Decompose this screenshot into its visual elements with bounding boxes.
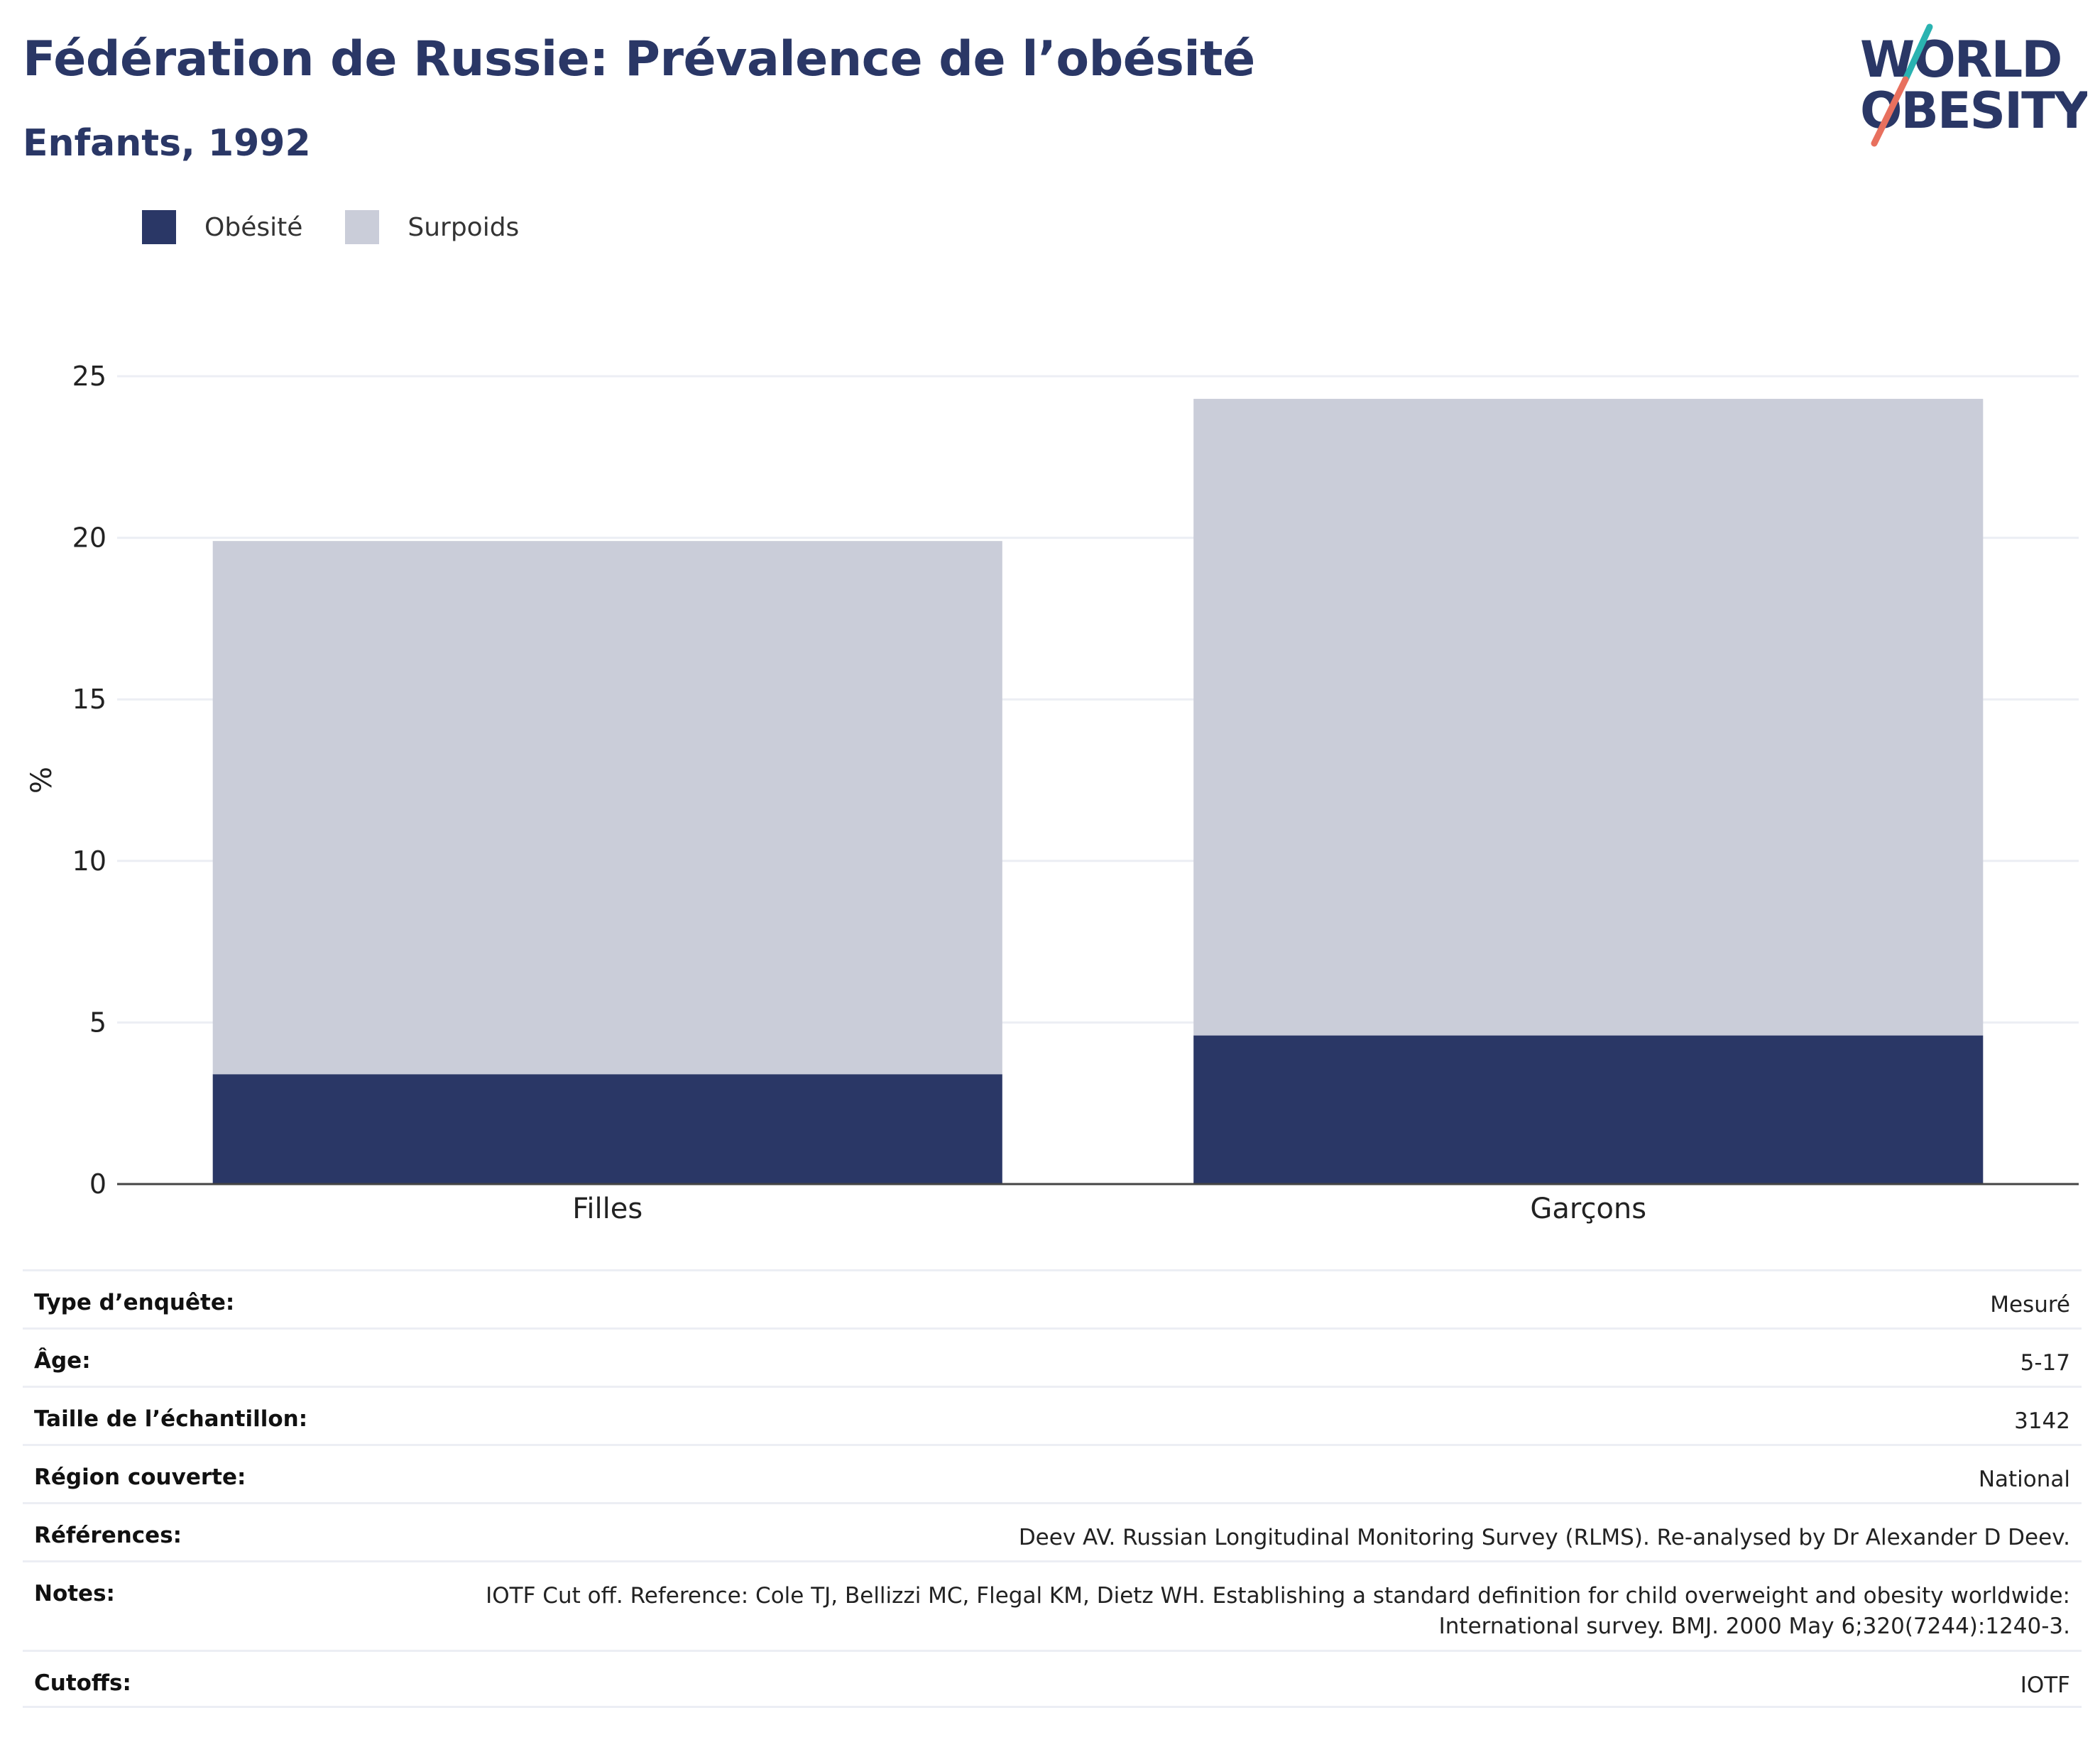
bar-surpoids: [212, 541, 1002, 1075]
legend-swatch-surpoids: [345, 210, 380, 244]
info-label: Région couverte:: [34, 1464, 246, 1490]
y-tick-label: 5: [89, 1007, 106, 1038]
y-tick-label: 20: [72, 522, 106, 554]
info-row: Notes: IOTF Cut off. Reference: Cole TJ, …: [23, 1560, 2082, 1650]
info-value: IOTF: [2020, 1672, 2070, 1698]
svg-text:WORLD: WORLD: [1860, 31, 2061, 89]
info-label: Cutoffs:: [34, 1670, 131, 1696]
bar-obesite: [1193, 1035, 1984, 1184]
info-row: Région couverte: National: [23, 1444, 2082, 1502]
info-label: Âge:: [34, 1348, 91, 1374]
info-value: Deev AV. Russian Longitudinal Monitoring…: [1018, 1525, 2070, 1550]
y-tick-label: 25: [72, 361, 106, 392]
info-row: Âge: 5-17: [23, 1327, 2082, 1386]
world-obesity-logo: WORLD OBESITY: [1860, 23, 2087, 147]
bar-obesite: [212, 1074, 1002, 1184]
y-axis-label: %: [26, 767, 58, 794]
y-tick-label: 15: [72, 684, 106, 715]
info-row: Références: Deev AV. Russian Longitudinal…: [23, 1502, 2082, 1560]
chart-legend: Obésité Surpoids: [142, 210, 562, 244]
legend-item-surpoids[interactable]: Surpoids: [345, 210, 519, 244]
info-row: Type d’enquête: Mesuré: [23, 1269, 2082, 1327]
y-tick-label: 0: [89, 1168, 106, 1200]
info-label: Notes:: [34, 1581, 115, 1606]
bar-surpoids: [1193, 398, 1984, 1036]
y-tick-label: 10: [72, 845, 106, 877]
bar-chart: 0 5 10 15 20 25% Filles Garçons: [26, 361, 2079, 1225]
info-label: Taille de l’échantillon:: [34, 1406, 308, 1432]
legend-swatch-obesite: [142, 210, 176, 244]
info-label: Type d’enquête:: [34, 1290, 235, 1315]
x-tick-label: Garçons: [1530, 1193, 1646, 1225]
info-value: 3142: [2014, 1408, 2070, 1434]
legend-label-obesite: Obésité: [204, 212, 303, 242]
legend-label-surpoids: Surpoids: [408, 212, 520, 242]
info-value: IOTF Cut off. Reference: Cole TJ, Belliz…: [486, 1583, 2070, 1640]
legend-item-obesite[interactable]: Obésité: [142, 210, 302, 244]
info-value: National: [1978, 1467, 2070, 1492]
info-value: 5-17: [2020, 1350, 2070, 1376]
info-row: Cutoffs: IOTF: [23, 1650, 2082, 1708]
x-tick-label: Filles: [572, 1193, 642, 1225]
chart-title: Fédération de Russie: Prévalence de l’ob…: [23, 31, 1255, 87]
chart-subtitle: Enfants, 1992: [23, 122, 311, 165]
info-table: Type d’enquête: Mesuré Âge: 5-17 Taille de l…: [23, 1269, 2082, 1708]
info-label: Références:: [34, 1523, 182, 1548]
info-value: Mesuré: [1990, 1292, 2070, 1318]
info-row: Taille de l’échantillon: 3142: [23, 1386, 2082, 1444]
